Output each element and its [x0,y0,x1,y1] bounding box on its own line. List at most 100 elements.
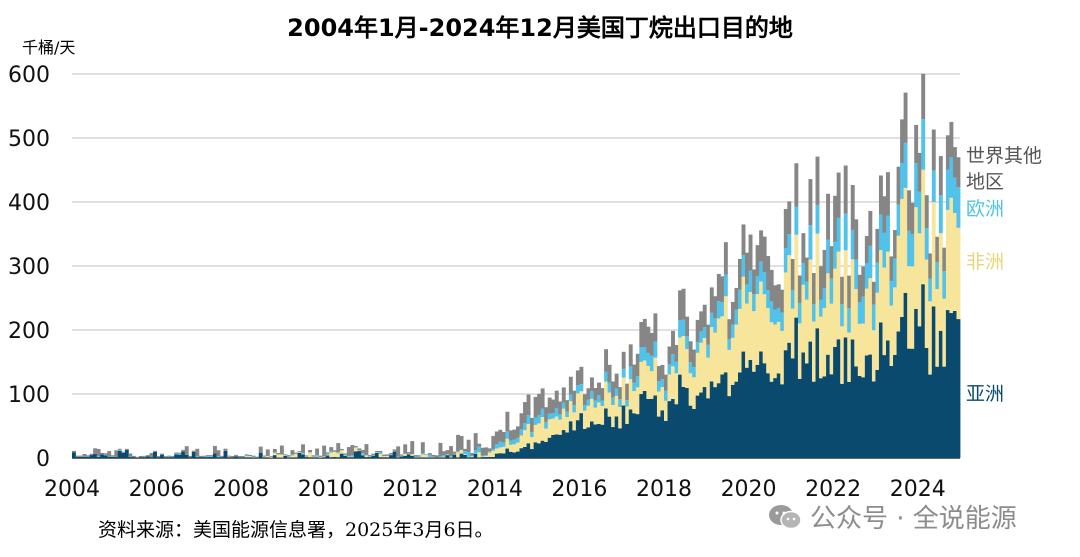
bar-segment [649,371,654,399]
bar-segment [618,407,623,429]
bar-segment [952,310,957,458]
bar-segment [674,344,679,362]
bar-segment [695,352,700,396]
bar-segment [857,274,862,303]
bar-segment [812,381,816,458]
bar-segment [914,308,919,458]
bar-segment [262,457,267,458]
bar-segment [547,397,552,414]
bar-segment [434,457,439,458]
bar-segment [308,449,313,453]
bar-segment [329,447,334,452]
bar-segment [921,169,926,285]
bar-segment [730,337,735,385]
bar-segment [745,284,749,304]
bar-segment [519,413,524,430]
bar-segment [442,451,446,456]
bar-segment [815,156,820,205]
bar-segment [403,455,408,458]
bar-segment [286,455,291,457]
bar-segment [544,421,549,429]
bar-segment [664,374,668,391]
bar-segment [709,312,714,328]
bar-segment [364,444,369,455]
bar-segment [692,349,697,368]
bar-segment [420,457,425,458]
bar-segment [526,443,531,458]
bar-segment [706,357,711,399]
bar-segment [582,405,587,411]
bar-segment [942,366,947,458]
bar-segment [935,236,940,263]
bar-segment [153,451,157,458]
bar-segment [431,457,436,458]
bar-segment [702,304,707,328]
bar-segment [283,454,288,456]
bar-segment [604,371,609,382]
bar-segment [942,247,947,272]
bar-segment [519,429,524,436]
bar-segment [653,341,658,358]
bar-segment [646,352,651,366]
bar-segment [850,185,855,230]
bar-segment [868,278,873,355]
bar-segment [702,387,707,458]
bar-segment [530,449,535,458]
bar-segment [540,388,545,409]
bar-segment [459,453,464,458]
bar-segment [639,347,644,362]
bar-segment [727,349,732,397]
bar-segment [533,396,538,418]
bar-segment [505,411,510,432]
bar-segment [558,401,563,415]
bar-segment [727,396,732,458]
legend-label-africa: 非洲 [966,251,1004,273]
bar-segment [579,384,584,392]
bar-segment [350,455,355,457]
bar-segment [582,410,587,429]
bar-segment [110,455,115,457]
bar-segment [871,304,876,331]
bar-segment [741,276,746,352]
bar-segment [272,448,277,453]
bar-segment [568,401,573,422]
bar-segment [544,407,549,422]
bar-segment [886,215,890,252]
bar-segment [674,373,679,405]
bar-segment [720,316,725,375]
bar-segment [819,316,823,379]
bar-segment [283,455,288,458]
bar-segment [653,357,658,396]
bar-segment [375,452,379,458]
bar-segment [678,290,683,321]
bar-segment [142,457,147,458]
bar-segment [184,446,189,455]
bar-segment [417,457,422,458]
bar-segment [456,457,461,458]
bar-segment [540,417,545,441]
bar-segment [642,360,647,391]
bar-segment [508,451,513,458]
bar-segment [900,198,905,317]
bar-segment [900,119,905,164]
bar-segment [660,410,665,458]
bar-segment [579,413,584,458]
bar-segment [893,355,897,458]
bar-segment [579,366,584,385]
bar-segment [766,308,771,374]
bar-segment [822,307,827,377]
bar-segment [572,390,577,406]
bar-segment [223,448,228,451]
bar-segment [378,453,383,458]
bar-segment [336,452,341,454]
bar-segment [498,429,503,442]
bar-segment [649,355,654,372]
bar-segment [688,341,693,363]
bar-segment [819,378,823,458]
bar-segment [847,308,852,333]
bar-segment [702,337,707,388]
bar-segment [318,457,323,458]
bar-segment [783,272,788,351]
bar-segment [523,446,527,458]
bar-segment [878,322,883,458]
